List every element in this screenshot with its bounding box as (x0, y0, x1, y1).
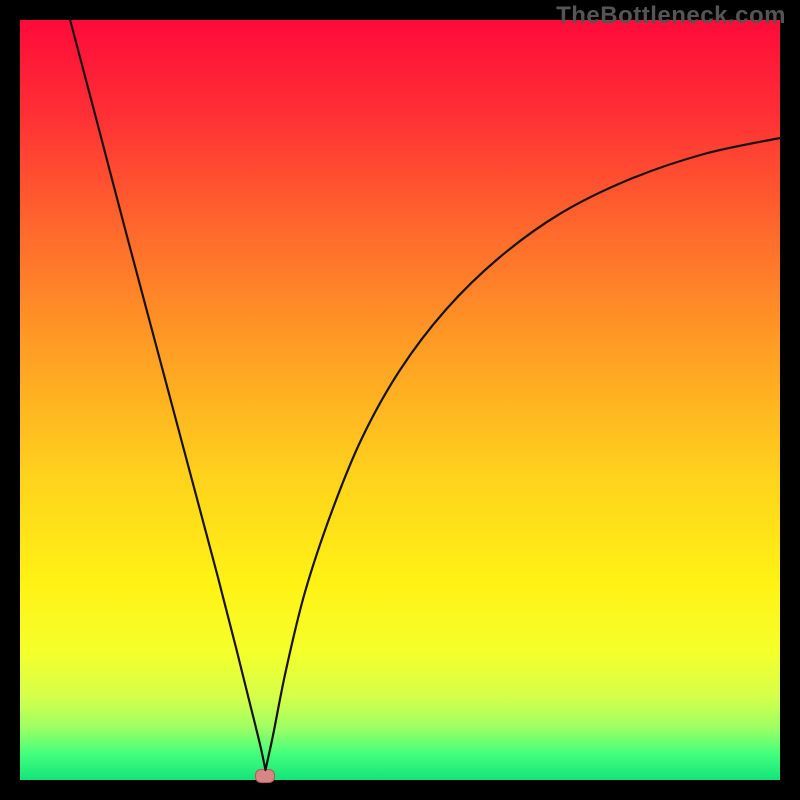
watermark-text: TheBottleneck.com (556, 2, 786, 30)
minimum-marker (255, 769, 275, 783)
chart-frame (0, 0, 800, 800)
